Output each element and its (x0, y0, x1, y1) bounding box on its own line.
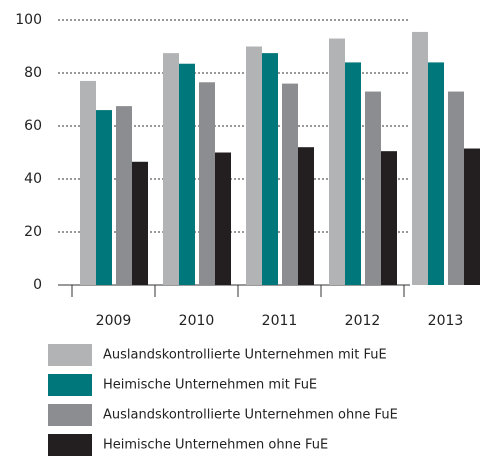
legend-swatch (48, 374, 92, 396)
bar (464, 148, 480, 285)
y-tick-label: 100 (15, 12, 42, 28)
y-tick-label: 40 (24, 171, 42, 187)
bar (80, 80, 96, 285)
legend-label: Auslandskontrollierte Unternehmen ohne F… (103, 408, 398, 423)
bar (329, 38, 345, 285)
bar (365, 91, 381, 285)
bar (163, 53, 179, 285)
legend-swatch (48, 404, 92, 426)
bar (262, 53, 278, 285)
bar (412, 31, 428, 285)
bar (179, 63, 195, 285)
x-tick-label: 2013 (428, 313, 464, 329)
x-tick-label: 2011 (262, 313, 298, 329)
bar (246, 46, 262, 285)
x-tick-label: 2009 (96, 313, 132, 329)
legend-label: Auslandskontrollierte Unternehmen mit Fu… (103, 348, 387, 363)
y-tick-label: 80 (24, 65, 42, 81)
bar (298, 147, 314, 285)
legend-label: Heimische Unternehmen mit FuE (103, 378, 317, 393)
legend-label: Heimische Unternehmen ohne FuE (103, 438, 328, 453)
bar (381, 151, 397, 285)
bar (132, 161, 148, 285)
y-tick-label: 20 (24, 224, 42, 240)
bar (428, 62, 444, 286)
bar (215, 152, 231, 285)
legend-swatch (48, 344, 92, 366)
bar (116, 106, 132, 285)
y-tick-label: 0 (33, 277, 42, 293)
bar (282, 83, 298, 285)
bar (96, 110, 112, 285)
x-tick-label: 2012 (345, 313, 381, 329)
x-tick-label: 2010 (179, 313, 215, 329)
bar (199, 82, 215, 286)
bar (345, 62, 361, 286)
legend-swatch (48, 434, 92, 456)
y-tick-label: 60 (24, 118, 42, 134)
bar (448, 91, 464, 285)
